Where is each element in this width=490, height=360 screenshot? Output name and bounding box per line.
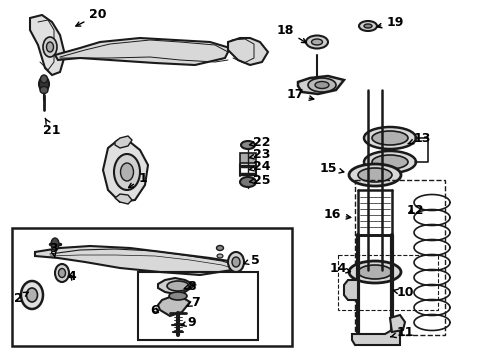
Polygon shape <box>103 140 148 202</box>
Polygon shape <box>30 15 65 75</box>
Text: 2: 2 <box>14 292 28 305</box>
Ellipse shape <box>349 164 401 186</box>
Ellipse shape <box>372 131 408 145</box>
Ellipse shape <box>349 261 401 283</box>
Ellipse shape <box>21 281 43 309</box>
Polygon shape <box>228 38 268 65</box>
Text: 9: 9 <box>181 315 196 328</box>
Ellipse shape <box>358 265 392 279</box>
Text: 1: 1 <box>128 171 147 188</box>
Ellipse shape <box>167 281 189 291</box>
Text: 3: 3 <box>49 242 57 257</box>
Text: 4: 4 <box>68 270 76 284</box>
Text: 14: 14 <box>329 262 350 275</box>
Text: 15: 15 <box>319 162 344 175</box>
Text: 7: 7 <box>187 296 199 309</box>
Text: 22: 22 <box>249 136 271 149</box>
Ellipse shape <box>51 238 59 250</box>
Ellipse shape <box>312 39 322 45</box>
Text: 20: 20 <box>76 9 107 26</box>
Ellipse shape <box>39 77 49 91</box>
Polygon shape <box>390 315 405 332</box>
Bar <box>138 272 258 340</box>
Ellipse shape <box>26 288 38 302</box>
Ellipse shape <box>358 168 392 182</box>
Polygon shape <box>344 280 358 300</box>
Text: 24: 24 <box>249 161 271 174</box>
Ellipse shape <box>364 151 416 173</box>
Ellipse shape <box>114 154 140 190</box>
Bar <box>240 153 256 163</box>
Ellipse shape <box>228 252 244 272</box>
Text: 19: 19 <box>377 15 404 28</box>
Polygon shape <box>352 330 400 345</box>
Text: 6: 6 <box>151 303 159 316</box>
Text: 13: 13 <box>408 131 431 144</box>
Text: 11: 11 <box>391 327 414 339</box>
Ellipse shape <box>306 36 328 49</box>
Ellipse shape <box>308 78 336 92</box>
Bar <box>338 255 438 310</box>
Bar <box>12 228 292 346</box>
Ellipse shape <box>217 246 223 251</box>
Ellipse shape <box>240 177 256 187</box>
Text: 18: 18 <box>276 23 306 43</box>
Text: 12: 12 <box>406 203 424 216</box>
Polygon shape <box>55 38 230 65</box>
Ellipse shape <box>43 37 57 57</box>
Polygon shape <box>158 296 190 316</box>
Text: 8: 8 <box>184 279 196 292</box>
Text: 21: 21 <box>43 118 61 136</box>
Ellipse shape <box>41 75 48 83</box>
Polygon shape <box>298 76 344 94</box>
Polygon shape <box>115 136 132 148</box>
Text: 5: 5 <box>244 253 259 266</box>
Ellipse shape <box>364 127 416 149</box>
Ellipse shape <box>47 42 53 52</box>
Ellipse shape <box>315 81 329 89</box>
Ellipse shape <box>121 163 133 181</box>
Polygon shape <box>35 246 235 275</box>
Bar <box>355 180 445 335</box>
Ellipse shape <box>364 24 372 28</box>
Text: 25: 25 <box>249 174 271 186</box>
Ellipse shape <box>40 86 48 94</box>
Ellipse shape <box>217 254 223 258</box>
Ellipse shape <box>359 21 377 31</box>
Text: 23: 23 <box>249 148 270 162</box>
Ellipse shape <box>232 257 240 267</box>
Text: 10: 10 <box>393 287 414 300</box>
Ellipse shape <box>58 269 66 278</box>
Ellipse shape <box>55 264 69 282</box>
Ellipse shape <box>241 141 255 149</box>
Polygon shape <box>115 194 132 204</box>
Ellipse shape <box>169 292 187 300</box>
Text: 16: 16 <box>323 208 351 221</box>
Polygon shape <box>158 278 195 294</box>
Text: 17: 17 <box>286 89 314 102</box>
Ellipse shape <box>372 155 408 169</box>
